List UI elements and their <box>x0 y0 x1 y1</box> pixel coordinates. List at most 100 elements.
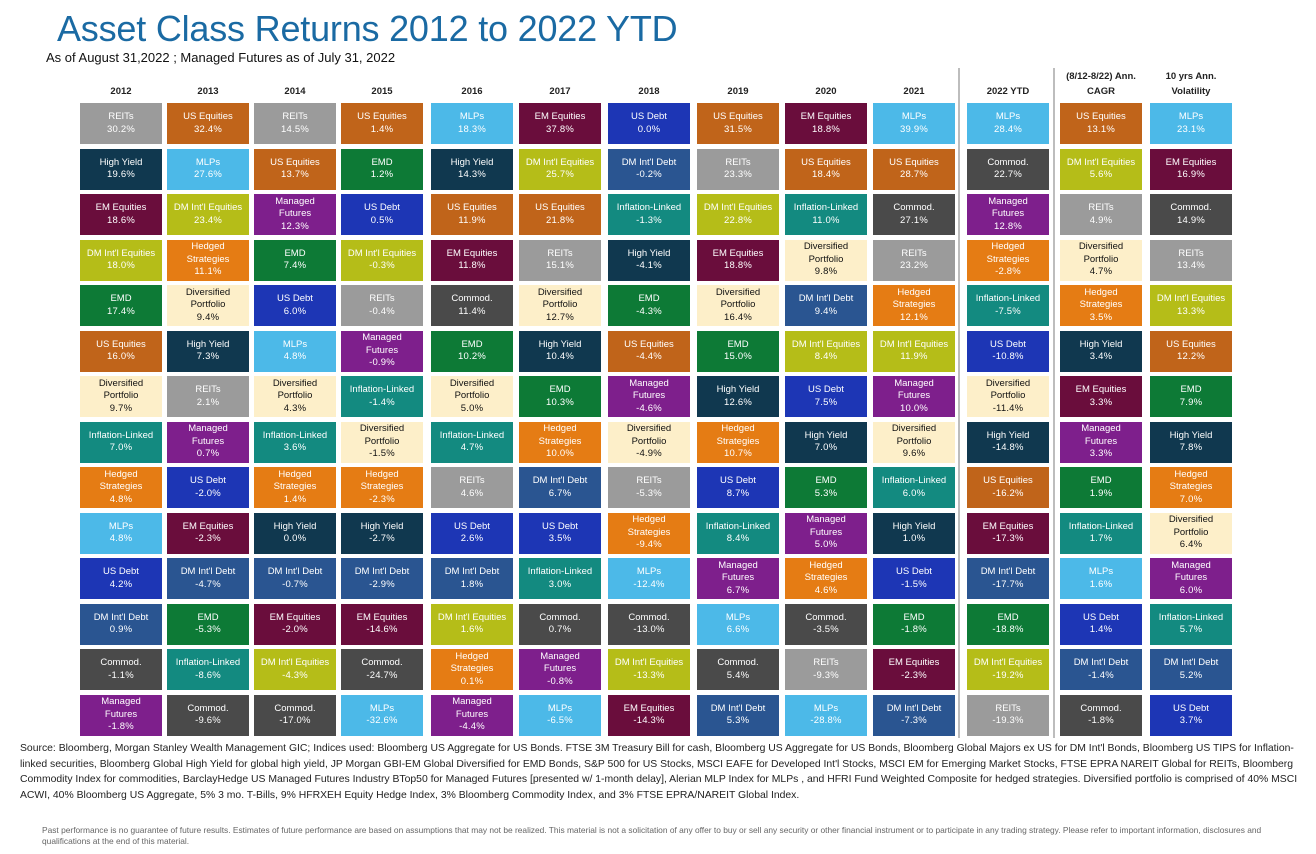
table-cell: Diversified Portfolio 12.7% <box>519 285 601 326</box>
return-value: -4.3% <box>282 669 308 681</box>
asset-class-label: DM Int'l Debt <box>180 566 236 577</box>
return-value: 18.6% <box>107 214 135 226</box>
asset-class-label: EMD <box>110 293 132 304</box>
asset-class-label: MLPs <box>813 702 839 714</box>
return-value: -1.1% <box>108 669 134 681</box>
asset-class-label: EM Equities <box>712 247 764 259</box>
asset-class-label: REITs <box>636 475 662 486</box>
asset-class-label: DM Int'l Debt <box>93 611 149 623</box>
asset-class-label: MLPs <box>369 702 395 714</box>
return-value: -12.4% <box>633 578 665 590</box>
asset-class-label: US Debt <box>1173 702 1209 714</box>
return-value: 10.0% <box>546 448 574 460</box>
return-value: -3.5% <box>813 624 839 635</box>
asset-class-label: EM Equities <box>800 111 852 122</box>
disclaimer: Past performance is no guarantee of futu… <box>42 825 1262 846</box>
asset-class-label: Managed Futures <box>101 696 141 720</box>
table-cell: Managed Futures 6.0% <box>1150 558 1232 599</box>
table-cell: DM Int'l Equities 22.8% <box>697 194 779 235</box>
return-value: -4.3% <box>636 305 662 317</box>
asset-class-label: Inflation-Linked <box>527 566 593 577</box>
asset-class-label: Inflation-Linked <box>439 429 505 441</box>
table-cell: DM Int'l Equities 18.0% <box>80 239 162 281</box>
table-cell: Commod. 22.7% <box>967 148 1049 190</box>
return-value: 7.4% <box>283 260 307 271</box>
table-cell: High Yield 19.6% <box>80 148 162 190</box>
asset-class-label: High Yield <box>892 520 936 532</box>
table-cell: Managed Futures 0.7% <box>167 421 249 463</box>
table-cell: Managed Futures -1.8% <box>80 694 162 736</box>
asset-class-label: High Yield <box>1169 429 1213 441</box>
asset-class-label: Managed Futures <box>362 332 402 356</box>
asset-class-label: REITs <box>725 156 751 168</box>
return-value: -9.6% <box>195 715 221 726</box>
return-value: 28.7% <box>900 169 928 180</box>
return-value: -17.3% <box>992 533 1024 544</box>
asset-class-label: Diversified Portfolio <box>891 423 937 447</box>
asset-class-label: Hedged Strategies <box>627 514 671 538</box>
asset-class-label: Commod. <box>805 611 847 623</box>
table-cell: DM Int'l Equities 13.3% <box>1150 285 1232 326</box>
return-value: -13.0% <box>633 624 665 635</box>
return-value: 10.0% <box>900 402 928 414</box>
asset-class-label: Inflation-Linked <box>1068 520 1134 532</box>
return-value: 18.0% <box>107 260 135 271</box>
asset-class-label: Managed Futures <box>1081 423 1121 447</box>
return-value: 7.0% <box>1179 493 1203 505</box>
table-cell: MLPs 4.8% <box>254 330 336 372</box>
return-value: -0.3% <box>369 260 395 271</box>
table-cell: MLPs 6.6% <box>697 603 779 645</box>
return-value: 14.5% <box>281 123 309 135</box>
table-cell: Commod. -1.1% <box>80 649 162 690</box>
return-value: 31.5% <box>724 123 752 135</box>
asset-class-label: Managed Futures <box>894 377 934 402</box>
asset-class-label: EM Equities <box>446 247 498 259</box>
return-value: 0.0% <box>637 123 661 135</box>
table-cell: US Debt 0.5% <box>341 194 423 235</box>
return-value: 8.7% <box>726 487 750 499</box>
asset-class-label: Commod. <box>717 657 759 668</box>
table-cell: High Yield 14.3% <box>431 148 513 190</box>
return-value: 10.2% <box>458 351 486 362</box>
table-cell: MLPs 27.6% <box>167 148 249 190</box>
table-cell: EMD 7.9% <box>1150 376 1232 417</box>
table-cell: DM Int'l Equities 1.6% <box>431 603 513 645</box>
table-cell: US Equities 31.5% <box>697 103 779 144</box>
return-value: -18.8% <box>992 624 1024 635</box>
asset-class-label: REITs <box>547 247 573 259</box>
table-cell: Managed Futures -0.9% <box>341 330 423 372</box>
asset-class-label: DM Int'l Debt <box>354 566 410 577</box>
return-value: 4.6% <box>460 487 484 499</box>
return-value: 11.9% <box>900 351 928 362</box>
table-cell: EM Equities 37.8% <box>519 103 601 144</box>
asset-class-label: Inflation-Linked <box>349 384 415 395</box>
return-value: 18.3% <box>458 123 486 135</box>
return-value: -4.1% <box>636 260 662 271</box>
asset-class-label: US Equities <box>1166 338 1216 350</box>
table-cell: DM Int'l Equities 11.9% <box>873 330 955 372</box>
table-cell: High Yield 10.4% <box>519 330 601 372</box>
table-cell: Inflation-Linked -1.3% <box>608 194 690 235</box>
return-value: -13.3% <box>633 669 665 681</box>
asset-class-label: EM Equities <box>888 657 940 668</box>
table-cell: US Equities 1.4% <box>341 103 423 144</box>
asset-class-label: Inflation-Linked <box>975 293 1041 304</box>
asset-class-label: High Yield <box>273 520 317 532</box>
asset-class-label: MLPs <box>195 156 221 168</box>
return-value: -0.7% <box>282 578 308 590</box>
asset-class-label: EMD <box>1180 384 1202 395</box>
column-header: 2015 <box>341 84 423 99</box>
table-cell: EM Equities -2.0% <box>254 603 336 645</box>
asset-class-label: Commod. <box>451 293 493 304</box>
asset-class-label: US Debt <box>103 566 139 577</box>
asset-class-label: US Equities <box>357 111 407 122</box>
table-cell: EMD -1.8% <box>873 603 955 645</box>
return-value: 1.6% <box>1089 578 1113 590</box>
asset-class-label: Commod. <box>893 202 935 213</box>
table-cell: High Yield -2.7% <box>341 512 423 554</box>
column-header-line: 2017 <box>549 86 571 97</box>
return-value: 11.9% <box>458 214 486 226</box>
return-value: -17.7% <box>992 578 1024 590</box>
table-cell: Hedged Strategies 0.1% <box>431 649 513 690</box>
asset-class-label: US Debt <box>808 384 844 395</box>
